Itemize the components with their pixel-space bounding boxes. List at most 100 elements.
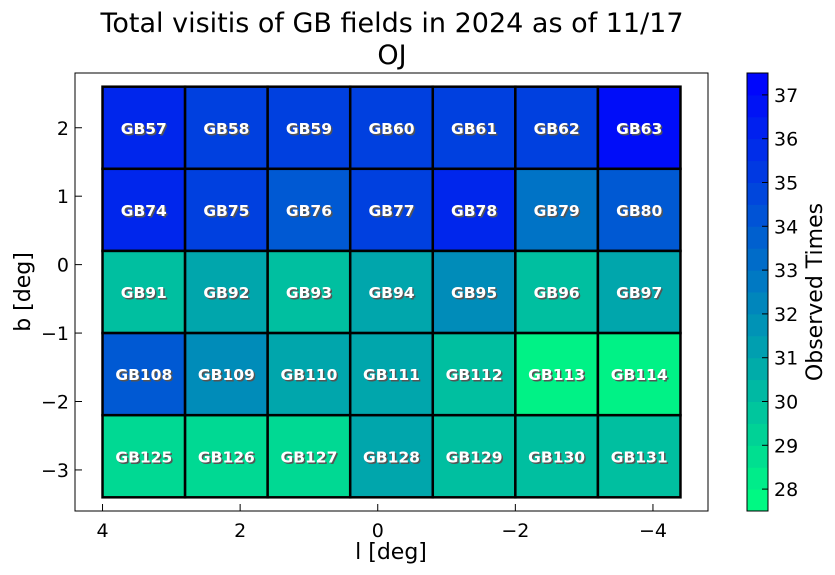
colorbar-tick-label: 36 <box>774 129 798 151</box>
field-label-shadow: GB79 <box>535 203 581 221</box>
field-label-shadow: GB77 <box>370 203 416 221</box>
colorbar-band <box>747 467 768 490</box>
field-label: GB126 <box>198 448 255 466</box>
colorbar-band <box>747 445 768 468</box>
field-label-shadow: GB110 <box>282 368 339 386</box>
heatmap-cell <box>596 331 682 417</box>
field-label: GB108 <box>115 366 172 384</box>
heatmap-cell <box>101 85 187 171</box>
x-tick-label: −4 <box>639 520 667 542</box>
field-label: GB91 <box>121 284 167 302</box>
field-label: GB128 <box>363 448 420 466</box>
field-label-shadow: GB59 <box>287 121 333 139</box>
field-label: GB59 <box>286 120 332 138</box>
field-label-shadow: GB92 <box>205 286 251 304</box>
heatmap-cell <box>348 413 435 499</box>
colorbar-band <box>747 335 768 359</box>
field-label-shadow: GB113 <box>530 368 587 386</box>
field-label-shadow: GB60 <box>370 121 416 139</box>
field-label: GB109 <box>198 366 255 384</box>
field-label: GB130 <box>528 448 585 466</box>
field-label: GB129 <box>446 448 503 466</box>
field-label-shadow: GB76 <box>287 203 333 221</box>
colorbar-band <box>747 248 768 271</box>
y-tick-label: 0 <box>57 255 69 277</box>
field-label-shadow: GB96 <box>535 286 581 304</box>
field-label: GB110 <box>280 366 337 384</box>
colorbar-band <box>747 292 768 315</box>
heatmap-cell <box>596 249 682 335</box>
field-label-shadow: GB130 <box>530 450 587 468</box>
field-label-shadow: GB62 <box>535 121 581 139</box>
field-label: GB75 <box>203 202 249 220</box>
field-label-shadow: GB112 <box>447 368 504 386</box>
field-label-shadow: GB78 <box>453 203 499 221</box>
field-label: GB94 <box>368 284 414 302</box>
field-label-shadow: GB94 <box>370 286 416 304</box>
field-label: GB74 <box>121 202 167 220</box>
colorbar-frame <box>746 72 769 512</box>
colorbar-band <box>747 357 768 381</box>
colorbar-tick-label: 29 <box>774 435 798 457</box>
field-label-shadow: GB63 <box>618 121 664 139</box>
heatmap-cell <box>431 331 517 417</box>
heatmap-cell <box>431 85 517 171</box>
x-tick-label: 0 <box>372 520 384 542</box>
heatmap-cell <box>266 413 352 499</box>
field-label-shadow: GB97 <box>618 286 664 304</box>
field-label-shadow: GB75 <box>205 203 251 221</box>
field-label: GB79 <box>534 202 580 220</box>
field-label-shadow: GB109 <box>199 368 256 386</box>
heatmap-cell <box>183 331 269 417</box>
colorbar-band <box>747 182 768 205</box>
colorbar-band <box>747 401 768 424</box>
field-label-shadow: GB114 <box>612 368 669 386</box>
y-axis-label: b [deg] <box>11 252 36 332</box>
field-label-shadow: GB125 <box>117 450 174 468</box>
x-tick-label: 4 <box>96 520 108 542</box>
colorbar-tick-label: 33 <box>774 260 798 282</box>
field-label: GB78 <box>451 202 497 220</box>
heatmap-cell <box>596 167 682 253</box>
y-tick-label: −1 <box>41 323 69 345</box>
colorbar-band <box>747 204 768 227</box>
colorbar-ticks: 28 29 30 31 32 33 34 35 36 37 <box>762 85 798 501</box>
field-label-shadow: GB58 <box>205 121 251 139</box>
field-label: GB57 <box>121 120 167 138</box>
field-label-shadow: GB80 <box>618 203 664 221</box>
field-label: GB112 <box>446 366 503 384</box>
colorbar-band <box>747 489 768 512</box>
heatmap-cell <box>596 85 682 171</box>
x-tick-label: −2 <box>501 520 529 542</box>
heatmap-cell <box>596 413 682 499</box>
field-label: GB76 <box>286 202 332 220</box>
colorbar-band <box>747 423 768 446</box>
field-label-shadow: GB111 <box>365 368 422 386</box>
colorbar-tick-label: 32 <box>774 304 798 326</box>
colorbar <box>747 73 768 512</box>
field-label-shadow: GB95 <box>453 286 499 304</box>
colorbar-band <box>747 73 768 96</box>
field-label: GB60 <box>368 120 414 138</box>
heatmap-cell <box>348 331 435 417</box>
heatmap-cell <box>266 249 352 335</box>
colorbar-label: Observed Times <box>803 203 828 381</box>
field-label: GB131 <box>611 448 668 466</box>
x-axis-ticks: 4 2 0 −2 −4 <box>96 504 667 542</box>
colorbar-band <box>747 379 768 402</box>
colorbar-tick-label: 31 <box>774 348 798 370</box>
heatmap-cell <box>514 167 600 253</box>
field-label-shadow: GB61 <box>453 121 499 139</box>
colorbar-tick-label: 35 <box>774 173 798 195</box>
chart-title: Total visitis of GB fields in 2024 as of… <box>99 8 683 39</box>
heatmap-cell <box>514 413 600 499</box>
field-label: GB92 <box>203 284 249 302</box>
heatmap-cell <box>266 85 352 171</box>
colorbar-band <box>747 94 768 118</box>
colorbar-band <box>747 116 768 140</box>
chart-subtitle: OJ <box>377 40 406 71</box>
y-tick-label: 1 <box>57 186 69 208</box>
field-label-shadow: GB128 <box>365 450 422 468</box>
field-label: GB111 <box>363 366 420 384</box>
y-tick-label: −2 <box>41 392 69 414</box>
